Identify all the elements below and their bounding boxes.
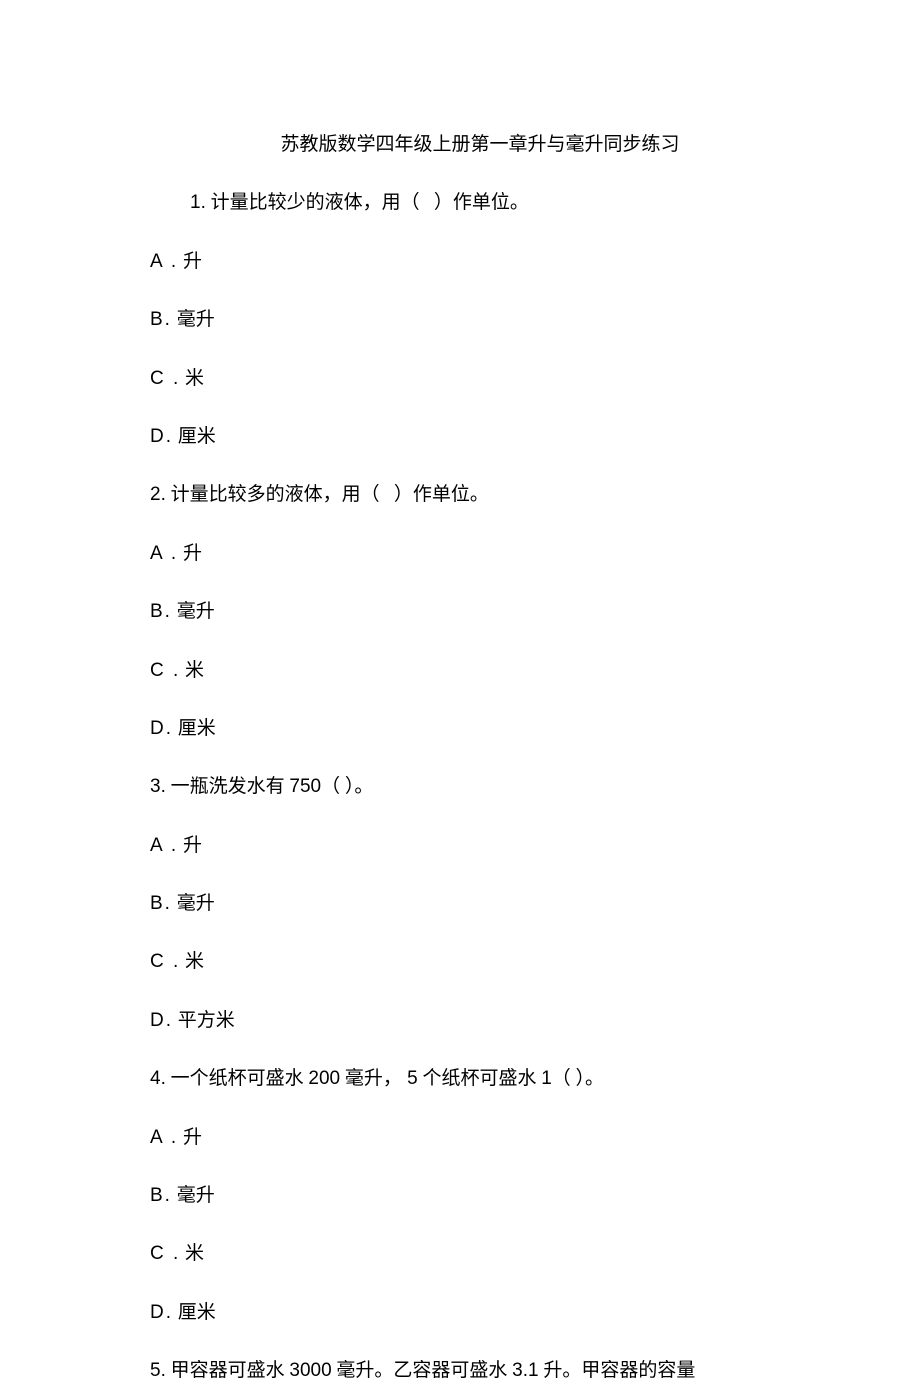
option-a: A . 升	[130, 1123, 790, 1153]
question-body: 计量比较少的液体，用（ ）作单位。	[206, 192, 529, 213]
option-d: D. 厘米	[130, 714, 790, 744]
option-c: C . 米	[130, 947, 790, 977]
question-body: 计量比较多的液体，用（ ）作单位。	[166, 484, 489, 505]
option-c: C . 米	[130, 1239, 790, 1269]
option-b: B. 毫升	[130, 1181, 790, 1211]
option-c: C . 米	[130, 656, 790, 686]
option-d: D. 平方米	[130, 1006, 790, 1036]
question-4: 4. 一个纸杯可盛水 200 毫升， 5 个纸杯可盛水 1（ ）。	[130, 1064, 790, 1094]
question-5: 5. 甲容器可盛水 3000 毫升。乙容器可盛水 3.1 升。甲容器的容量	[130, 1356, 790, 1386]
document-title: 苏教版数学四年级上册第一章升与毫升同步练习	[130, 130, 790, 160]
option-c: C . 米	[130, 364, 790, 394]
question-num: 3.	[150, 776, 166, 797]
question-1: 1. 计量比较少的液体，用（ ）作单位。	[130, 188, 790, 218]
question-3: 3. 一瓶洗发水有 750（ ）。	[130, 772, 790, 802]
option-a: A . 升	[130, 247, 790, 277]
question-num: 4.	[150, 1068, 166, 1089]
option-b: B. 毫升	[130, 597, 790, 627]
question-num: 1.	[190, 192, 206, 213]
question-2: 2. 计量比较多的液体，用（ ）作单位。	[130, 480, 790, 510]
option-d: D. 厘米	[130, 1298, 790, 1328]
option-a: A . 升	[130, 539, 790, 569]
question-num: 2.	[150, 484, 166, 505]
option-d: D. 厘米	[130, 422, 790, 452]
question-num: 5.	[150, 1360, 166, 1381]
option-b: B. 毫升	[130, 305, 790, 335]
option-b: B. 毫升	[130, 889, 790, 919]
option-a: A . 升	[130, 831, 790, 861]
